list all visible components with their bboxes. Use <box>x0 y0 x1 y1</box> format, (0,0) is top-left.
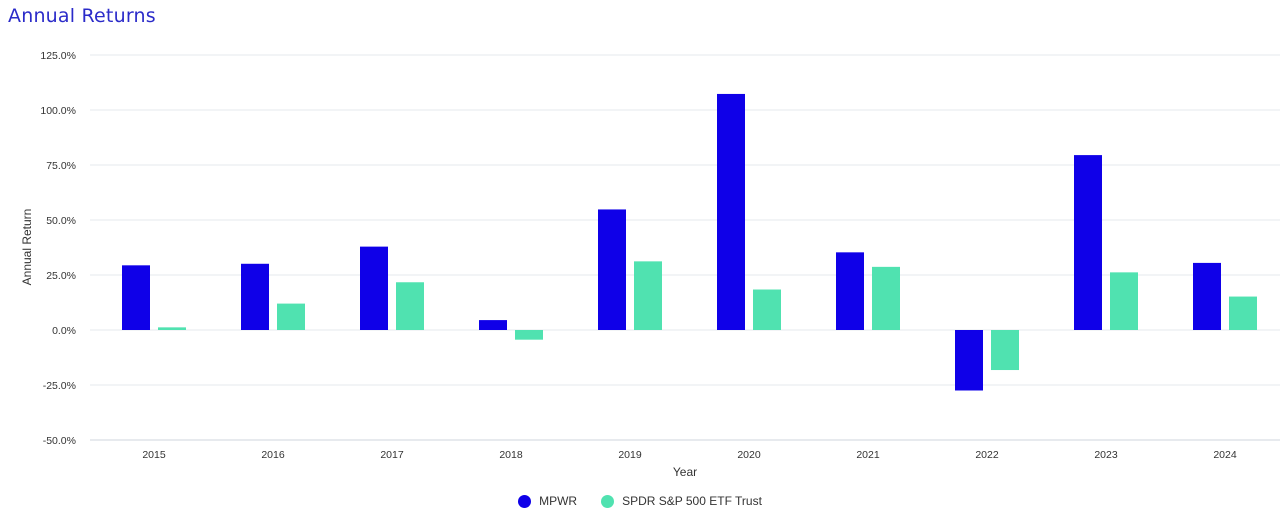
bar-mpwr-2021[interactable] <box>836 252 864 330</box>
x-tick-label: 2020 <box>737 449 761 461</box>
x-tick-label: 2024 <box>1213 449 1237 461</box>
legend: MPWR SPDR S&P 500 ETF Trust <box>0 494 1280 508</box>
bar-spy-2017[interactable] <box>396 282 424 330</box>
x-tick-label: 2021 <box>856 449 880 461</box>
legend-item-spy[interactable]: SPDR S&P 500 ETF Trust <box>601 494 762 508</box>
y-tick-label: 125.0% <box>40 50 76 62</box>
bar-mpwr-2016[interactable] <box>241 263 269 330</box>
y-tick-labels: 125.0% 100.0% 75.0% 50.0% 25.0% 0.0% -25.0% -50… <box>40 50 76 447</box>
x-tick-label: 2016 <box>261 449 285 461</box>
x-tick-label: 2019 <box>618 449 642 461</box>
bar-spy-2021[interactable] <box>872 266 900 330</box>
x-tick-label: 2017 <box>380 449 404 461</box>
bar-spy-2018[interactable] <box>515 330 543 340</box>
legend-item-mpwr[interactable]: MPWR <box>518 494 577 508</box>
bar-spy-2023[interactable] <box>1110 272 1138 330</box>
bar-mpwr-2018[interactable] <box>479 320 507 330</box>
y-tick-label: 75.0% <box>46 160 76 172</box>
bar-mpwr-2020[interactable] <box>717 93 745 330</box>
y-tick-label: 100.0% <box>40 105 76 117</box>
bar-mpwr-2019[interactable] <box>598 209 626 330</box>
legend-label-spy: SPDR S&P 500 ETF Trust <box>622 494 762 508</box>
y-tick-label: -50.0% <box>43 435 76 447</box>
bar-mpwr-2015[interactable] <box>122 265 150 330</box>
bar-spy-2015[interactable] <box>158 327 186 330</box>
chart-title: Annual Returns <box>8 5 156 27</box>
bar-spy-2016[interactable] <box>277 303 305 330</box>
bar-mpwr-2022[interactable] <box>955 330 983 391</box>
x-axis-title: Year <box>673 465 697 479</box>
bar-spy-2022[interactable] <box>991 330 1019 371</box>
y-tick-label: 0.0% <box>52 325 76 337</box>
y-tick-label: 50.0% <box>46 215 76 227</box>
legend-swatch-mpwr <box>518 494 532 508</box>
x-tick-label: 2015 <box>142 449 166 461</box>
bar-spy-2024[interactable] <box>1229 296 1257 330</box>
bar-spy-2020[interactable] <box>753 289 781 330</box>
bar-mpwr-2024[interactable] <box>1193 262 1221 330</box>
bar-mpwr-2023[interactable] <box>1074 155 1102 330</box>
y-tick-label: 25.0% <box>46 270 76 282</box>
x-tick-label: 2018 <box>499 449 523 461</box>
bars <box>122 93 1257 391</box>
bar-mpwr-2017[interactable] <box>360 246 388 330</box>
bar-spy-2019[interactable] <box>634 261 662 330</box>
x-tick-label: 2022 <box>975 449 999 461</box>
x-tick-labels: 2015 2016 2017 2018 2019 2020 2021 2022 2023 2024 <box>142 449 1237 461</box>
legend-label-mpwr: MPWR <box>539 494 578 508</box>
y-tick-label: -25.0% <box>43 380 76 392</box>
y-axis-title: Annual Return <box>20 209 34 286</box>
x-tick-label: 2023 <box>1094 449 1118 461</box>
legend-swatch-spy <box>601 494 615 508</box>
